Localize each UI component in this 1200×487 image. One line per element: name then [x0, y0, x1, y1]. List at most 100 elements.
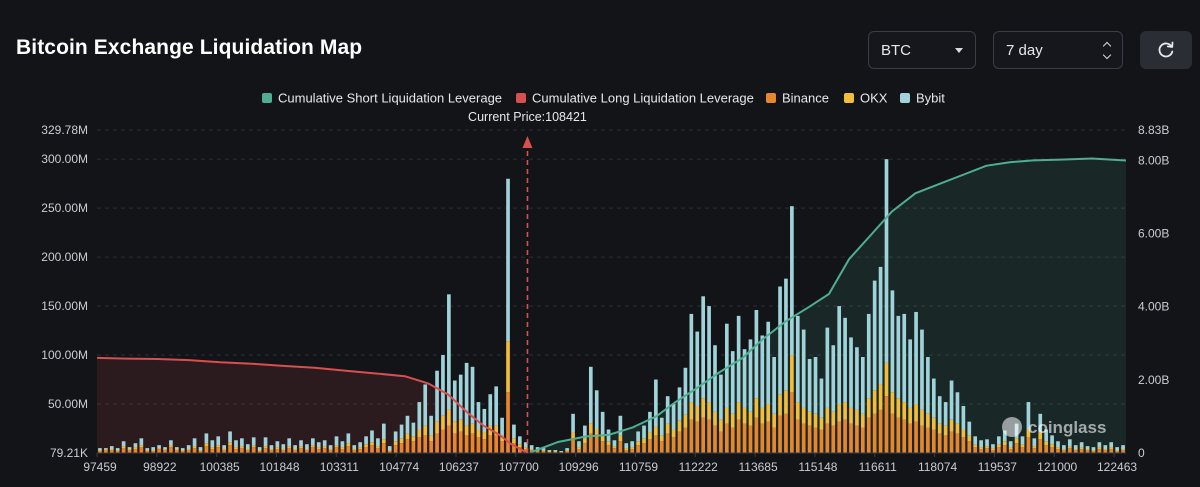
- bar-okx: [955, 423, 960, 434]
- bar-binance: [204, 446, 209, 453]
- bar-bybit: [192, 438, 197, 447]
- bar-binance: [914, 421, 918, 453]
- bar-binance: [594, 437, 599, 453]
- bar-bybit: [210, 440, 215, 448]
- bar-bybit: [642, 425, 646, 439]
- bar-bybit: [121, 441, 126, 447]
- bar-okx: [1115, 450, 1119, 452]
- bar-bybit: [1085, 446, 1090, 450]
- bar-okx: [399, 438, 404, 444]
- bar-binance: [931, 429, 936, 453]
- bar-bybit: [1026, 402, 1031, 430]
- legend-item-label[interactable]: Bybit: [916, 91, 945, 106]
- bar-binance: [713, 425, 717, 453]
- coin-select[interactable]: BTC: [868, 31, 976, 69]
- bar-binance: [861, 427, 865, 453]
- bar-bybit: [435, 370, 439, 422]
- bar-okx: [1002, 441, 1007, 446]
- bar-bybit: [730, 351, 735, 414]
- bar-bybit: [216, 436, 221, 446]
- bar-binance: [305, 450, 309, 453]
- bar-bybit: [583, 425, 587, 439]
- bar-bybit: [973, 436, 978, 445]
- bar-bybit: [518, 436, 522, 445]
- bar-bybit: [269, 445, 274, 450]
- bar-okx: [772, 413, 776, 428]
- bar-bybit: [104, 448, 108, 450]
- bar-bybit: [387, 446, 392, 451]
- bar-okx: [630, 447, 635, 450]
- bar-okx: [228, 442, 232, 446]
- legend[interactable]: Cumulative Short Liquidation Leverage Cum…: [262, 91, 945, 106]
- bar-bybit: [813, 357, 818, 414]
- bar-binance: [387, 451, 392, 453]
- bar-binance: [784, 413, 788, 453]
- bar-bybit: [588, 366, 593, 424]
- bar-binance: [920, 425, 924, 453]
- y-left-tick-label: 200.00M: [41, 250, 88, 264]
- bar-okx: [275, 447, 280, 450]
- bar-binance: [1097, 449, 1102, 453]
- bar-bybit: [547, 450, 552, 452]
- bar-binance: [115, 451, 120, 453]
- bar-okx: [813, 413, 818, 428]
- bar-binance: [943, 435, 948, 453]
- bar-binance: [612, 448, 617, 453]
- bar-bybit: [151, 447, 156, 451]
- x-tick-label: 119537: [978, 460, 1017, 474]
- bar-binance: [417, 437, 422, 453]
- bar-binance: [1056, 449, 1060, 453]
- bar-okx: [405, 433, 410, 440]
- bar-okx: [1056, 447, 1060, 450]
- bar-binance: [671, 437, 676, 453]
- bar-binance: [1014, 443, 1019, 453]
- refresh-button[interactable]: [1140, 31, 1192, 69]
- legend-item-label[interactable]: OKX: [860, 91, 888, 106]
- bar-binance: [630, 449, 635, 453]
- period-select[interactable]: 7 day: [993, 31, 1123, 69]
- bar-bybit: [352, 445, 357, 450]
- bar-binance: [979, 449, 983, 453]
- bar-binance: [1091, 451, 1096, 453]
- bar-bybit: [707, 306, 711, 403]
- bar-okx: [872, 390, 877, 414]
- bar-bybit: [624, 443, 629, 449]
- bar-bybit: [1020, 436, 1025, 445]
- bar-bybit: [784, 278, 788, 391]
- bar-okx: [458, 419, 463, 432]
- legend-item-label[interactable]: Binance: [782, 91, 829, 106]
- bar-binance: [683, 427, 688, 453]
- bar-okx: [322, 446, 327, 449]
- bar-binance: [778, 415, 782, 453]
- bar-binance: [795, 419, 800, 453]
- bar-binance: [1067, 448, 1072, 453]
- x-tick-label: 101848: [259, 460, 299, 474]
- bar-bybit: [914, 311, 918, 405]
- bar-okx: [588, 423, 593, 434]
- legend-item-label[interactable]: Cumulative Short Liquidation Leverage: [278, 91, 502, 106]
- bar-binance: [376, 448, 380, 453]
- bar-binance: [659, 441, 664, 453]
- bar-binance: [1038, 439, 1043, 453]
- bar-okx: [1067, 446, 1072, 449]
- x-tick-label: 97459: [83, 460, 117, 474]
- bar-bybit: [1079, 442, 1084, 448]
- bar-okx: [594, 429, 599, 438]
- bar-bybit: [825, 327, 830, 408]
- legend-item-label[interactable]: Cumulative Long Liquidation Leverage: [532, 91, 754, 106]
- bar-bybit: [855, 347, 859, 410]
- bar-binance: [754, 417, 759, 453]
- bar-okx: [961, 429, 966, 438]
- bar-okx: [340, 447, 345, 450]
- bar-binance: [447, 425, 451, 453]
- bar-bybit: [305, 444, 309, 450]
- bar-binance: [642, 443, 646, 453]
- bar-okx: [931, 417, 936, 430]
- bar-bybit: [98, 448, 102, 451]
- bar-okx: [464, 425, 469, 436]
- bar-binance: [180, 451, 185, 453]
- x-tick-label: 122463: [1097, 460, 1137, 474]
- bar-binance: [1044, 445, 1048, 453]
- bar-okx: [381, 439, 386, 444]
- bar-binance: [837, 421, 842, 453]
